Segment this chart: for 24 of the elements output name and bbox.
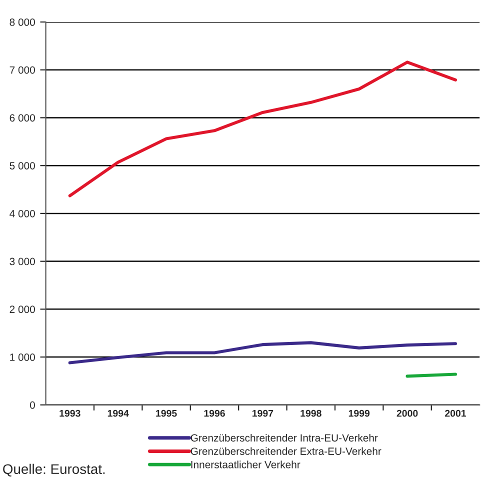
y-tick-label: 4 000	[10, 210, 35, 218]
y-tick-label: 2 000	[10, 306, 35, 314]
legend-label: Grenzüberschreitender Intra-EU-Verkehr	[190, 434, 378, 442]
y-tick-label: 3 000	[10, 258, 35, 266]
legend-label: Innerstaatlicher Verkehr	[191, 460, 300, 468]
x-tick-label: 2000	[396, 410, 418, 417]
x-tick-label: 1999	[348, 410, 370, 417]
y-tick-label: 5 000	[10, 162, 35, 170]
x-tick-label: 1995	[156, 410, 177, 417]
y-tick-label: 6 000	[10, 114, 35, 122]
x-tick-label: 1996	[204, 410, 225, 417]
x-tick-label: 1998	[300, 410, 322, 417]
y-tick-label: 0	[30, 401, 35, 409]
line-series	[68, 60, 458, 198]
source-note: Quelle: Eurostat.	[3, 464, 105, 477]
x-tick-label: 2001	[445, 410, 466, 417]
y-tick-label: 1 000	[10, 354, 35, 361]
x-tick-label: 1994	[108, 410, 129, 417]
x-tick-label: 1997	[252, 410, 274, 417]
y-tick-label: 7 000	[10, 66, 35, 74]
y-tick-label: 8 000	[10, 18, 35, 26]
x-tick-label: 1993	[60, 410, 80, 417]
line-series	[68, 341, 458, 364]
legend-label: Grenzüberschreitender Extra-EU-Verkehr	[190, 447, 382, 455]
